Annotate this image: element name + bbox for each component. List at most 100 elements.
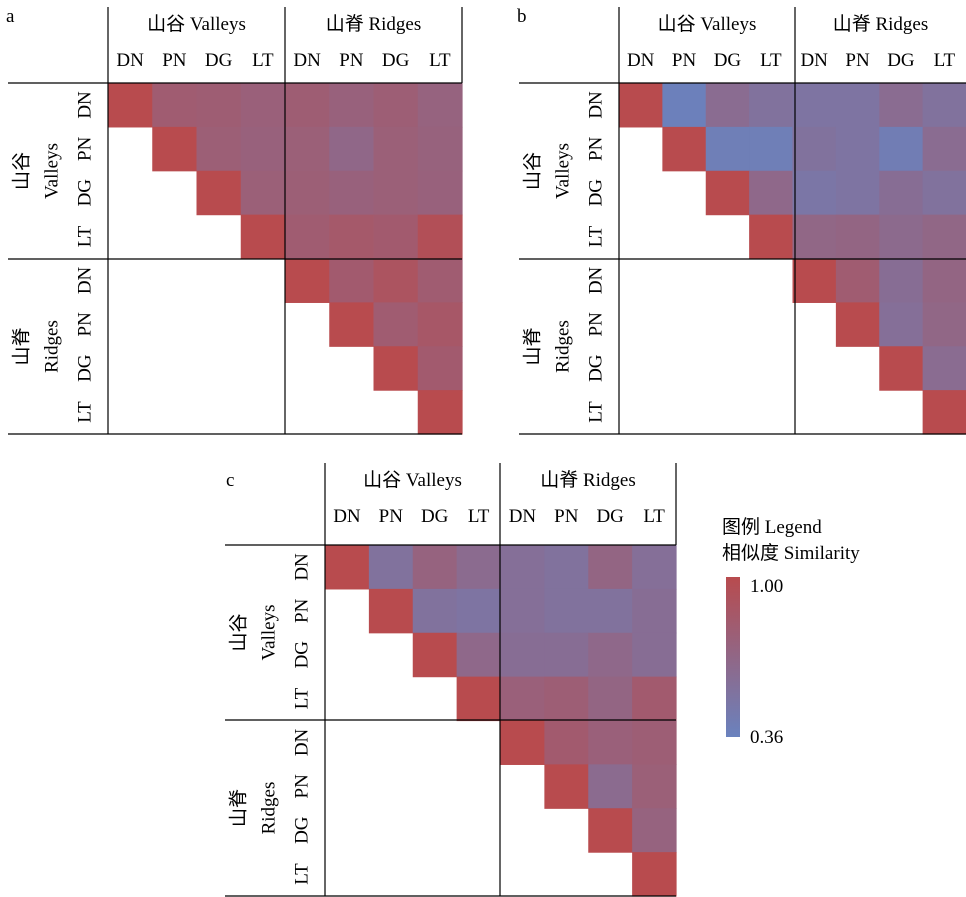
heatmap-cell-r3-c6: 0.7 bbox=[588, 676, 633, 722]
heatmap-cell-r3-c5: 0.7 bbox=[835, 214, 880, 260]
row-group-label: Ridges bbox=[553, 320, 574, 373]
legend-color-bar bbox=[726, 577, 740, 737]
heatmap-cell-r0-c5: 0.52 bbox=[835, 83, 880, 128]
row-tick-label: PN bbox=[75, 312, 96, 337]
heatmap-cell-r1-c3: 0.74 bbox=[240, 126, 286, 172]
row-tick-label: DG bbox=[292, 641, 313, 669]
heatmap-cell-r0-c3: 0.63 bbox=[456, 545, 502, 590]
column-tick-label: LT bbox=[643, 506, 665, 527]
heatmap-cell-r4-c6: 0.6 bbox=[879, 258, 924, 303]
heatmap-cell-r1-c2: 0.77 bbox=[196, 126, 242, 172]
heatmap-cell-r3-c5: 0.78 bbox=[544, 676, 589, 722]
row-group-label: Valleys bbox=[259, 605, 280, 661]
heatmap-cell-r2-c4: 0.5 bbox=[792, 170, 837, 216]
heatmap-cell-r1-c6: 0.76 bbox=[373, 126, 419, 172]
heatmap-cell-r0-c7: 0.72 bbox=[417, 83, 463, 128]
column-tick-label: DN bbox=[509, 506, 537, 527]
heatmap-cell-r6-c6: 1 bbox=[373, 346, 419, 391]
column-group-label: 山谷 Valleys bbox=[147, 13, 246, 35]
row-group-label: 山脊 bbox=[228, 789, 250, 827]
column-tick-label: DG bbox=[421, 506, 449, 527]
column-tick-label: LT bbox=[934, 50, 956, 71]
heatmap-cell-r3-c4: 0.8 bbox=[285, 214, 330, 260]
heatmap-cell-r2-c4: 0.77 bbox=[285, 170, 330, 216]
row-tick-label: LT bbox=[75, 225, 96, 247]
heatmap-cell-r5-c7: 0.76 bbox=[632, 764, 677, 809]
heatmap-cell-r5-c6: 0.63 bbox=[588, 764, 633, 809]
row-tick-label: LT bbox=[586, 401, 607, 423]
heatmap-cell-r0-c4: 0.52 bbox=[792, 83, 837, 128]
heatmap-cell-r1-c4: 0.76 bbox=[285, 126, 330, 172]
heatmap-cell-r0-c0: 1 bbox=[619, 83, 663, 128]
heatmap-cell-r2-c6: 0.66 bbox=[588, 632, 633, 678]
heatmap-cell-r3-c5: 0.84 bbox=[329, 214, 375, 260]
heatmap-cell-r5-c7: 0.68 bbox=[922, 302, 966, 347]
row-tick-label: LT bbox=[292, 863, 313, 885]
heatmap-cell-r4-c7: 0.7 bbox=[922, 258, 966, 303]
heatmap-cell-r0-c5: 0.55 bbox=[544, 545, 589, 590]
heatmap-cell-r0-c1: 0.38 bbox=[662, 83, 707, 128]
row-tick-label: DG bbox=[586, 354, 607, 382]
heatmap-cell-r0-c2: 0.62 bbox=[705, 83, 750, 128]
heatmap-cell-r1-c2: 0.55 bbox=[412, 588, 458, 634]
heatmap-cell-r4-c7: 0.78 bbox=[632, 720, 677, 765]
heatmap-cell-r3-c7: 0.68 bbox=[922, 214, 966, 260]
heatmap-cell-r4-c4: 1 bbox=[285, 258, 330, 303]
column-tick-label: LT bbox=[252, 50, 274, 71]
heatmap-cell-r0-c1: 0.8 bbox=[152, 83, 198, 128]
heatmap-cell-r1-c1: 1 bbox=[662, 126, 707, 172]
heatmap-cell-r0-c6: 0.78 bbox=[373, 83, 419, 128]
heatmap-cell-r2-c2: 1 bbox=[196, 170, 242, 216]
heatmap-cell-r2-c3: 0.76 bbox=[240, 170, 286, 216]
row-tick-label: DN bbox=[75, 266, 96, 294]
column-tick-label: DG bbox=[596, 506, 624, 527]
row-tick-label: DG bbox=[75, 179, 96, 207]
heatmap-cell-r5-c7: 0.86 bbox=[417, 302, 463, 347]
heatmap-panel-c: 10.550.720.630.580.550.70.5810.550.520.5… bbox=[225, 463, 677, 897]
column-tick-label: PN bbox=[339, 50, 364, 71]
row-tick-label: PN bbox=[586, 312, 607, 337]
heatmap-cell-r3-c6: 0.64 bbox=[879, 214, 924, 260]
column-group-label: 山谷 Valleys bbox=[363, 469, 462, 491]
column-tick-label: DN bbox=[293, 50, 321, 71]
row-group-label: 山脊 bbox=[11, 327, 33, 365]
row-group-label: Ridges bbox=[259, 782, 280, 835]
panel-label: a bbox=[6, 6, 15, 27]
heatmap-panel-a: 10.80.790.750.790.740.780.7210.770.740.7… bbox=[6, 6, 463, 435]
column-tick-label: PN bbox=[554, 506, 579, 527]
panel-label: c bbox=[226, 470, 234, 491]
heatmap-cell-r1-c7: 0.62 bbox=[922, 126, 966, 172]
heatmap-cell-r4-c5: 0.82 bbox=[329, 258, 375, 303]
heatmap-cell-r1-c7: 0.73 bbox=[417, 126, 463, 172]
heatmap-cell-r1-c5: 0.55 bbox=[544, 588, 589, 634]
heatmap-cell-r3-c7: 0.82 bbox=[632, 676, 677, 722]
heatmap-cell-r2-c2: 1 bbox=[705, 170, 750, 216]
heatmap-cell-r1-c4: 0.58 bbox=[500, 588, 545, 634]
heatmap-cell-r1-c6: 0.42 bbox=[879, 126, 924, 172]
column-tick-label: DG bbox=[714, 50, 742, 71]
heatmap-cell-r5-c6: 0.8 bbox=[373, 302, 419, 347]
heatmap-cell-r5-c5: 1 bbox=[835, 302, 880, 347]
heatmap-cell-r5-c5: 1 bbox=[544, 764, 589, 809]
heatmap-cell-r1-c1: 1 bbox=[368, 588, 414, 634]
heatmap-cell-r6-c6: 1 bbox=[879, 346, 924, 391]
heatmap-cell-r2-c3: 0.66 bbox=[749, 170, 794, 216]
heatmap-cell-r5-c6: 0.58 bbox=[879, 302, 924, 347]
row-group-label: 山谷 bbox=[11, 152, 33, 190]
row-tick-label: DG bbox=[586, 179, 607, 207]
row-tick-label: PN bbox=[75, 136, 96, 161]
column-tick-label: DN bbox=[116, 50, 144, 71]
heatmap-cell-r2-c7: 0.6 bbox=[632, 632, 677, 678]
legend-min-label: 0.36 bbox=[750, 727, 783, 748]
heatmap-cell-r0-c7: 0.58 bbox=[632, 545, 677, 590]
column-tick-label: LT bbox=[429, 50, 451, 71]
heatmap-cell-r0-c2: 0.72 bbox=[412, 545, 458, 590]
column-tick-label: DN bbox=[333, 506, 361, 527]
heatmap-cell-r7-c7: 1 bbox=[632, 852, 677, 897]
row-group-label: 山谷 bbox=[228, 613, 250, 651]
heatmap-cell-r7-c7: 1 bbox=[922, 390, 966, 435]
heatmap-cell-r1-c1: 1 bbox=[152, 126, 198, 172]
column-tick-label: DN bbox=[800, 50, 828, 71]
heatmap-cell-r3-c3: 1 bbox=[749, 214, 794, 260]
